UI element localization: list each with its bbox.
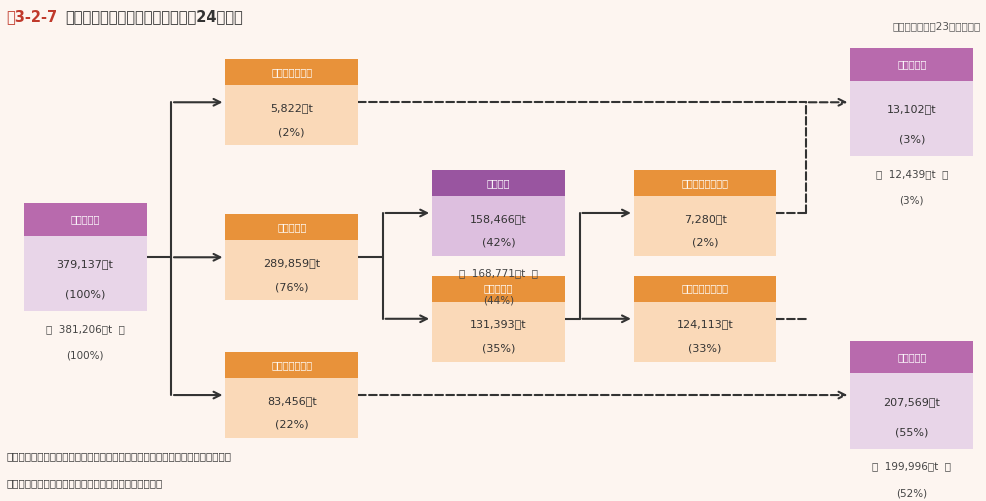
Text: (2%): (2%) — [278, 127, 305, 137]
Text: 124,113千t: 124,113千t — [676, 320, 733, 330]
Text: 83,456千t: 83,456千t — [266, 396, 317, 406]
Bar — [432, 196, 564, 256]
Text: 排　出　量: 排 出 量 — [70, 214, 100, 224]
Bar — [633, 170, 776, 196]
Text: 資料：環境省「産業廃棄物排出・処理状況調査報告書」: 資料：環境省「産業廃棄物排出・処理状況調査報告書」 — [6, 478, 163, 488]
Text: ［  168,771千t  ］: ［ 168,771千t ］ — [458, 269, 537, 279]
Bar — [849, 81, 972, 156]
Text: 158,466千t: 158,466千t — [469, 213, 527, 223]
Text: (76%): (76%) — [275, 282, 309, 292]
Bar — [849, 373, 972, 449]
Text: ［  199,996千t  ］: ［ 199,996千t ］ — [872, 461, 951, 471]
Text: 減量化量: 減量化量 — [486, 178, 510, 188]
Text: ［　］内は平成23年度の数値: ［ ］内は平成23年度の数値 — [891, 21, 980, 31]
Text: (100%): (100%) — [66, 351, 104, 361]
Text: (22%): (22%) — [275, 420, 309, 430]
Bar — [24, 235, 146, 312]
Text: (33%): (33%) — [687, 344, 721, 354]
Bar — [225, 59, 358, 85]
Text: (42%): (42%) — [481, 238, 515, 248]
Bar — [633, 302, 776, 362]
Text: 13,102千t: 13,102千t — [886, 104, 936, 114]
Text: (3%): (3%) — [898, 196, 923, 206]
Text: (44%): (44%) — [482, 296, 514, 306]
Text: 直接最終処分量: 直接最終処分量 — [271, 67, 312, 77]
Text: 131,393千t: 131,393千t — [469, 320, 527, 330]
Text: 5,822千t: 5,822千t — [270, 103, 313, 113]
Text: 直接再生利用量: 直接再生利用量 — [271, 360, 312, 370]
Text: 処理残渣量: 処理残渣量 — [483, 284, 513, 294]
Text: (2%): (2%) — [691, 238, 718, 248]
Text: (35%): (35%) — [481, 344, 515, 354]
Bar — [849, 48, 972, 81]
Text: 7,280千t: 7,280千t — [683, 213, 726, 223]
Bar — [24, 203, 146, 235]
Bar — [225, 214, 358, 240]
Text: 379,137千t: 379,137千t — [56, 260, 113, 270]
Text: (100%): (100%) — [65, 290, 106, 300]
Bar — [225, 352, 358, 378]
Text: 最終処分量: 最終処分量 — [896, 60, 926, 69]
Bar — [432, 170, 564, 196]
Text: ［  381,206千t  ］: ［ 381,206千t ］ — [45, 324, 124, 334]
Text: 再生利用量: 再生利用量 — [896, 352, 926, 362]
Bar — [633, 276, 776, 302]
Text: 処理後再生利用量: 処理後再生利用量 — [681, 284, 728, 294]
Bar — [225, 85, 358, 145]
Text: 処理後最終処分量: 処理後最終処分量 — [681, 178, 728, 188]
Bar — [432, 302, 564, 362]
Bar — [432, 276, 564, 302]
Text: ［  12,439千t  ］: ［ 12,439千t ］ — [875, 169, 947, 179]
Bar — [225, 378, 358, 438]
Text: (52%): (52%) — [895, 488, 927, 498]
Text: 図3-2-7: 図3-2-7 — [6, 9, 57, 24]
Text: 289,859千t: 289,859千t — [263, 258, 320, 268]
Text: 産業廃棄物の処理の流れ（平成24年度）: 産業廃棄物の処理の流れ（平成24年度） — [65, 9, 243, 24]
Bar — [225, 240, 358, 300]
Text: 注：各項目量は、四捨五入して表示しているため、収支が合わない場合がある。: 注：各項目量は、四捨五入して表示しているため、収支が合わない場合がある。 — [6, 451, 231, 461]
Text: 207,569千t: 207,569千t — [882, 397, 940, 407]
Text: (3%): (3%) — [897, 135, 924, 145]
Bar — [633, 196, 776, 256]
Text: (55%): (55%) — [894, 427, 928, 437]
Bar — [849, 341, 972, 373]
Text: 中間処理量: 中間処理量 — [277, 222, 306, 232]
